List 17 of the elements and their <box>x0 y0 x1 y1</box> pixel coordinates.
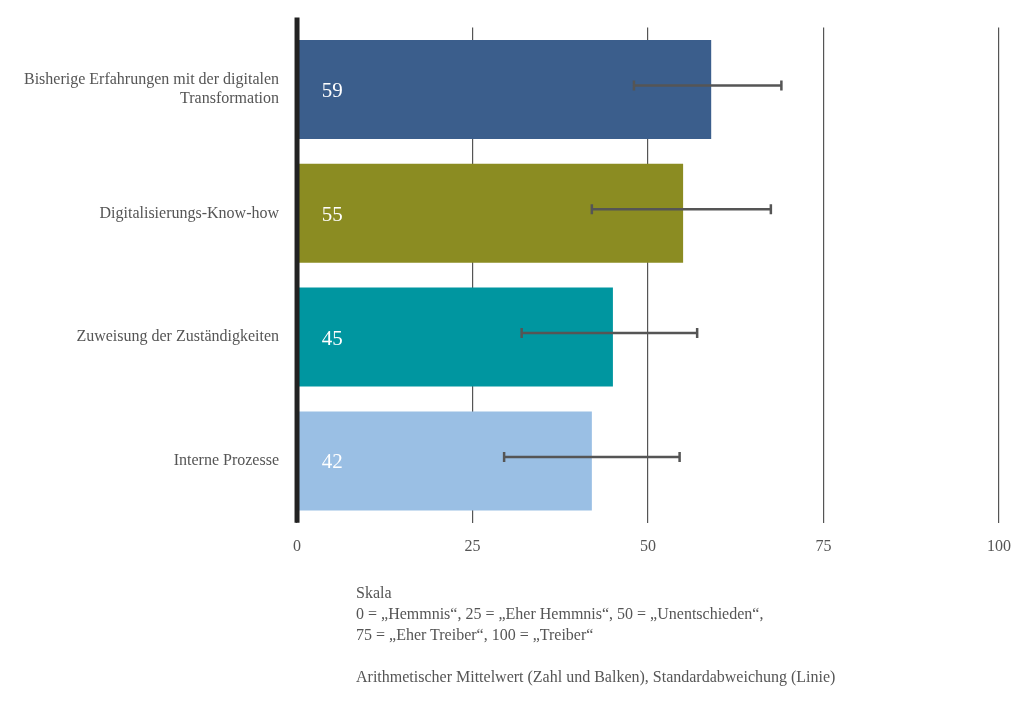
data-label: 45 <box>321 325 343 350</box>
text: Skala <box>356 583 393 603</box>
y-tick-label: Interne Prozesse <box>173 451 280 469</box>
y-tick-label: Digitalisierungs-Know-how <box>99 203 280 222</box>
y-tick-label: Bisherige Erfahrungen mit der digitalen Transformation <box>24 70 280 107</box>
data-label: 42 <box>321 449 343 474</box>
x-tick-label: 25 <box>464 536 481 554</box>
y-tick-label: Zuweisung der Zuständigkeiten <box>76 327 280 346</box>
data-label: 55 <box>321 201 343 226</box>
x-tick-label: 0 <box>293 536 302 554</box>
data-label: 59 <box>321 78 343 103</box>
text: Arithmetischer Mittelwert (Zahl und Balken), Standardabweichung (Linie) <box>356 667 836 687</box>
text: 0 = „Hemmnis“, 25 = „Eher Hemmnis“, 50 = „Unentschieden“, <box>356 604 765 624</box>
text: 75 = „Eher Treiber“, 100 = „Treiber“ <box>356 625 595 645</box>
x-tick-label: 100 <box>987 536 1011 554</box>
x-tick-label: 75 <box>815 536 832 554</box>
x-tick-label: 50 <box>640 536 657 554</box>
